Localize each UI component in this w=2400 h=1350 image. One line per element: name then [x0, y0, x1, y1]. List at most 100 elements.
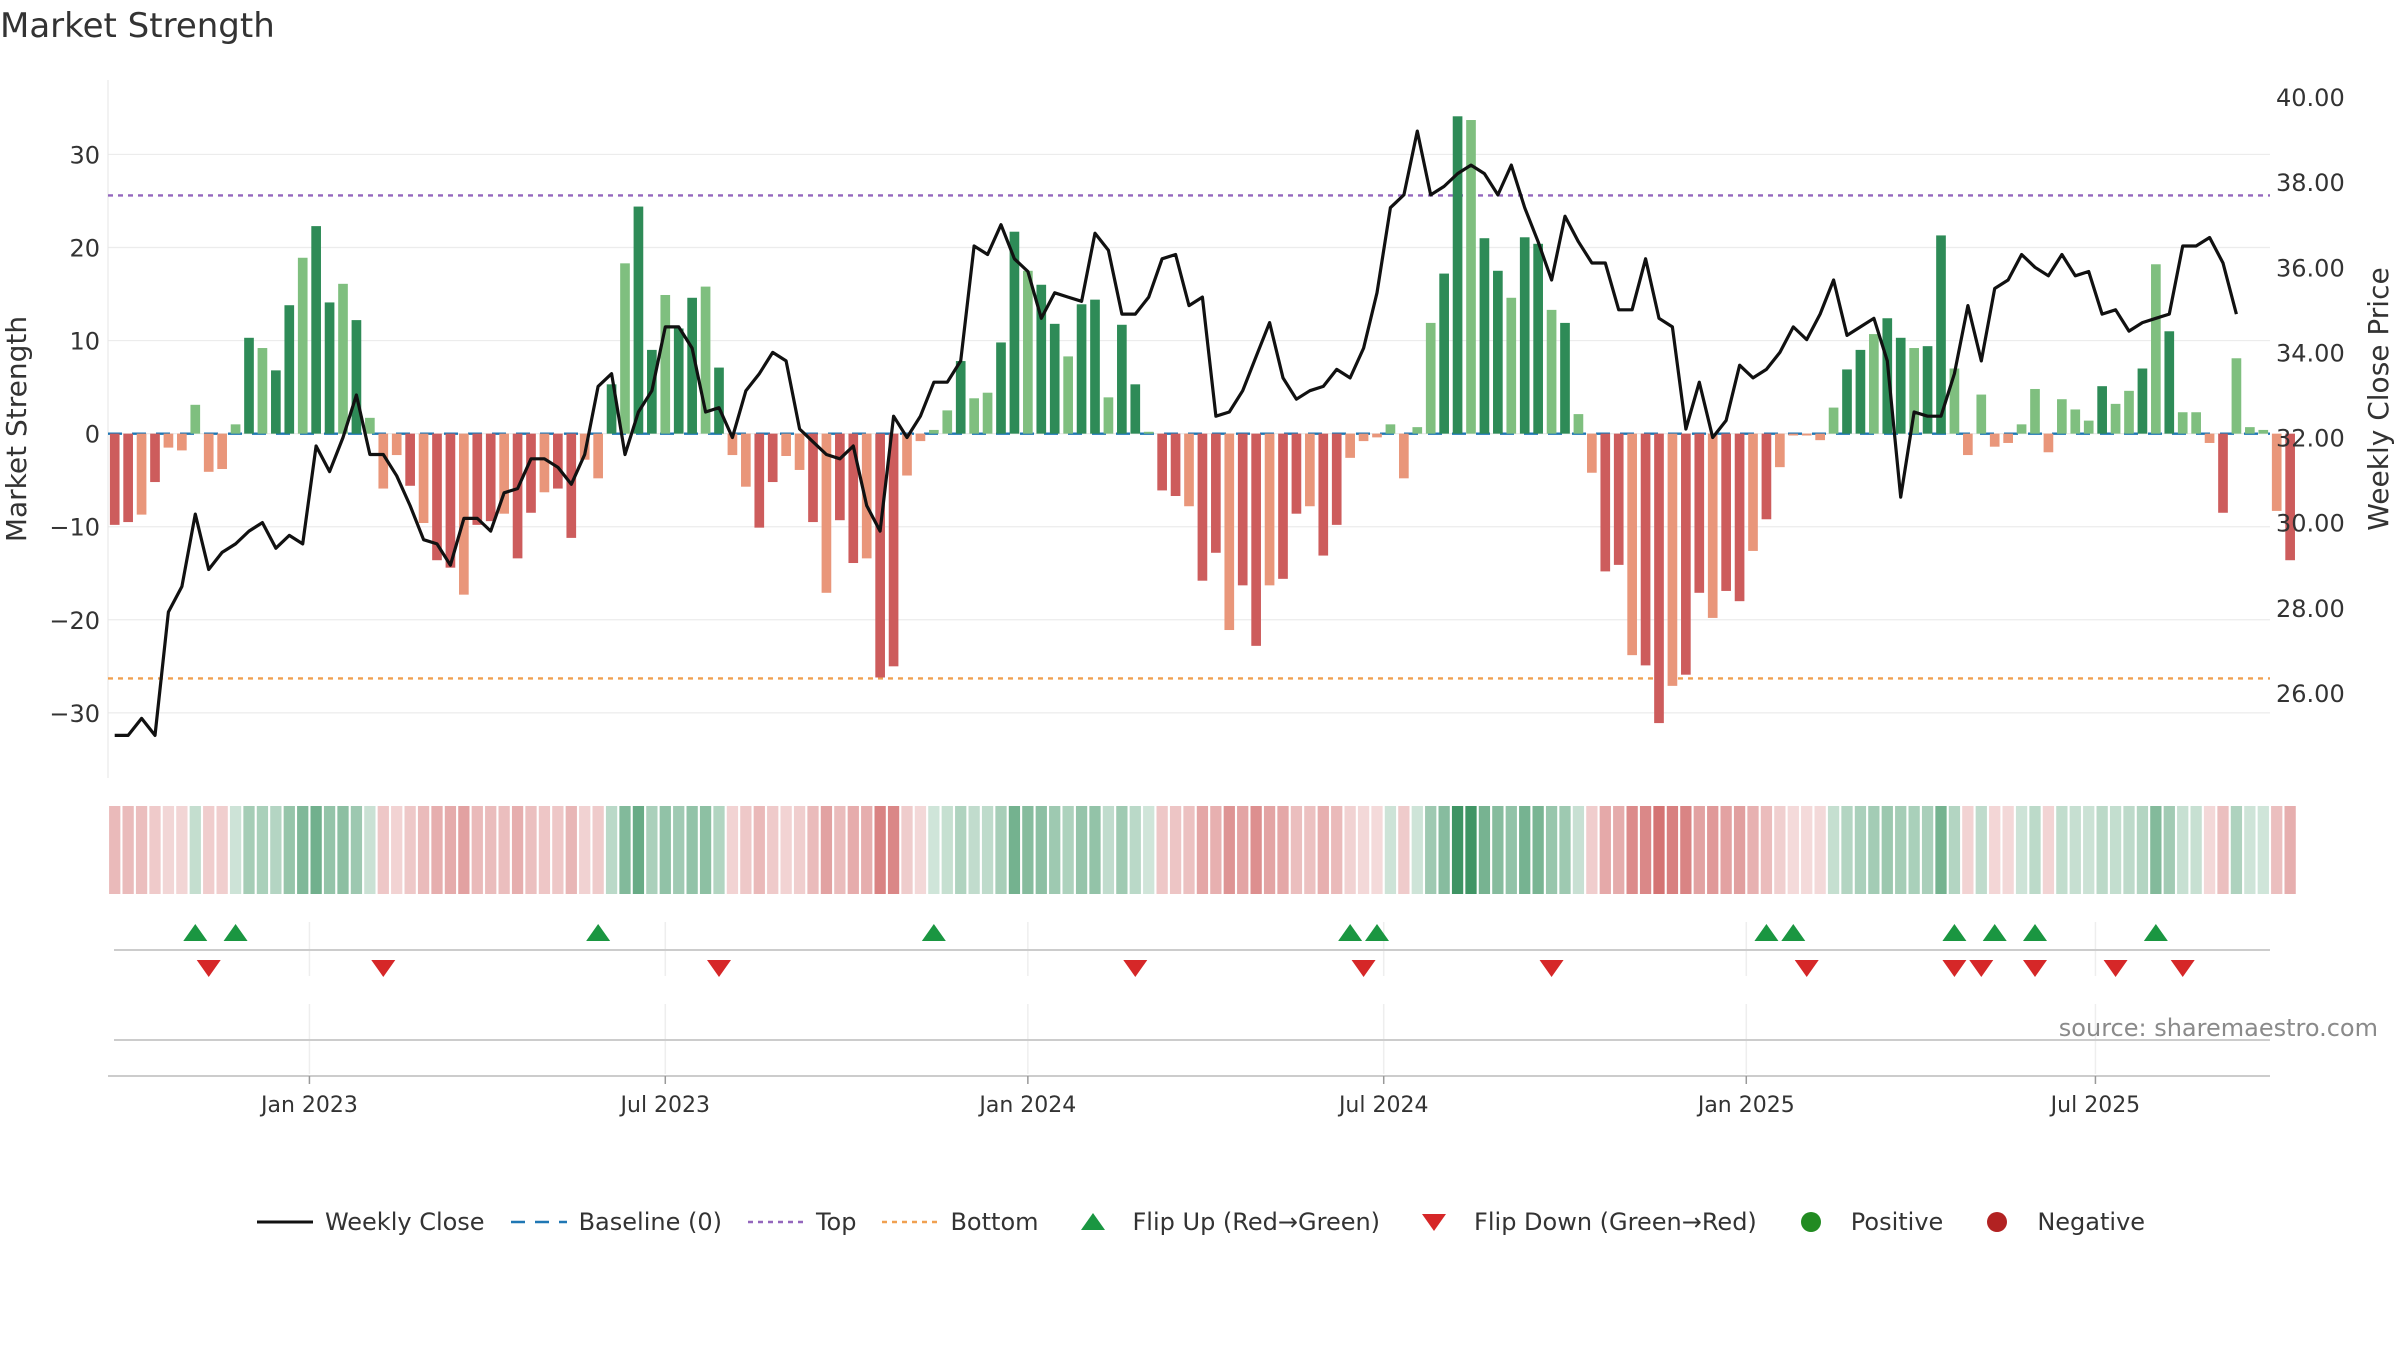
strength-bar [2003, 433, 2013, 443]
heat-cell [1707, 806, 1719, 894]
heat-cell [1250, 806, 1262, 894]
flip-down-marker [2023, 960, 2047, 977]
strength-bar [1976, 394, 1987, 434]
flip-up-marker [1754, 924, 1779, 941]
heat-cell [2190, 806, 2202, 894]
top-legend-icon [746, 1210, 806, 1234]
strength-bar [835, 433, 845, 521]
strength-bar [606, 384, 617, 434]
heat-cell [1116, 806, 1128, 894]
strength-bar [1546, 309, 1557, 434]
legend-label: Flip Up (Red→Green) [1132, 1208, 1381, 1236]
heat-cell [2015, 806, 2028, 894]
strength-bar [1533, 243, 1543, 434]
strength-bar [459, 433, 469, 595]
heat-cell [444, 806, 457, 894]
strength-bar [1963, 433, 1973, 456]
heat-cell [1304, 806, 1316, 894]
heat-cell [1693, 806, 1705, 894]
heat-cell [323, 806, 336, 894]
strength-bar [351, 320, 362, 434]
strength-bar [902, 433, 912, 476]
strength-bar [955, 361, 966, 434]
weekly-close-line [114, 129, 2238, 738]
heat-cell [713, 806, 725, 894]
strength-bar [1439, 273, 1449, 434]
strength-bar [1895, 337, 1906, 434]
heat-cell [1989, 806, 2001, 894]
heat-cell [337, 806, 349, 894]
strength-bar [996, 342, 1006, 434]
heat-cell [1156, 806, 1168, 894]
flip-up-marker [586, 924, 611, 941]
legend-item-negative: Negative [1967, 1208, 2145, 1236]
x-tick-label: Jan 2024 [977, 1093, 1076, 1118]
heat-cell [1438, 806, 1450, 894]
strength-bar [2083, 420, 2094, 434]
heat-cell [229, 806, 242, 894]
heat-cell [1478, 806, 1491, 894]
strength-bar [1117, 324, 1127, 434]
strength-bar [2258, 429, 2269, 434]
flip-up-marker [1942, 924, 1967, 941]
heat-cell [1062, 806, 1074, 894]
heat-cell [659, 806, 671, 894]
strength-bar [1479, 238, 1490, 434]
legend-label: Weekly Close [324, 1208, 485, 1236]
heat-cell [1384, 806, 1397, 894]
heat-cell [1586, 806, 1598, 894]
y2-tick-label: 26.00 [2276, 680, 2345, 708]
heat-cell [673, 806, 685, 894]
heat-cell [203, 806, 215, 894]
legend-item-bottom: Bottom [880, 1208, 1039, 1236]
heat-cell [1398, 806, 1410, 894]
strength-bar [378, 433, 389, 489]
heat-cell [1183, 806, 1195, 894]
heat-cell [552, 806, 564, 894]
heat-cell [1559, 806, 1571, 894]
y-axis-label: Market Strength [0, 316, 33, 542]
heat-cell [726, 806, 739, 894]
strength-bar [687, 297, 697, 434]
strength-heat-strip [109, 806, 2296, 894]
heat-cell [820, 806, 833, 894]
heat-cell [404, 806, 416, 894]
strength-bar [150, 433, 160, 483]
strength-bar [1076, 304, 1087, 434]
strength-bar [1949, 368, 1960, 434]
strength-bar [1425, 322, 1436, 434]
heat-cell [122, 806, 134, 894]
heat-cell [1035, 806, 1047, 894]
heat-cell [981, 806, 994, 894]
strength-bar [217, 433, 227, 470]
bottom-legend-icon [880, 1210, 940, 1234]
strength-bar [1519, 237, 1530, 434]
strength-bar [1855, 349, 1866, 434]
heat-cell [2002, 806, 2014, 894]
strength-bar [2110, 403, 2121, 434]
heat-cell [619, 806, 631, 894]
strength-bar [633, 206, 644, 434]
heat-cell [1801, 806, 1813, 894]
x-tick-label: Jul 2025 [2049, 1093, 2141, 1118]
legend-label: Bottom [950, 1208, 1039, 1236]
heat-cell [901, 806, 913, 894]
heat-cell [135, 806, 148, 894]
strength-bar [741, 433, 751, 487]
flip-up-marker [1365, 924, 1389, 941]
heat-cell [256, 806, 269, 894]
strength-bar [2271, 433, 2282, 511]
heat-cell [1653, 806, 1665, 894]
strength-bar [1506, 297, 1517, 434]
strength-bar [1842, 369, 1852, 434]
source-label: source: sharemaestro.com [2058, 1014, 2378, 1042]
strength-bar [821, 433, 832, 593]
heat-cell [686, 806, 698, 894]
heat-cell [1854, 806, 1867, 894]
strength-bar [1909, 348, 1919, 434]
heat-cell [1210, 806, 1222, 894]
heat-cell [2284, 806, 2296, 894]
heat-cell [1263, 806, 1276, 894]
strength-bar [365, 417, 375, 434]
strength-bar [1613, 433, 1624, 565]
